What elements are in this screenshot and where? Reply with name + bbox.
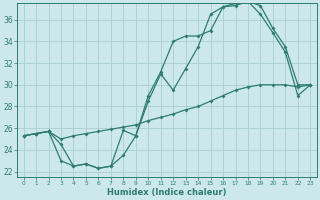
X-axis label: Humidex (Indice chaleur): Humidex (Indice chaleur) [107,188,227,197]
